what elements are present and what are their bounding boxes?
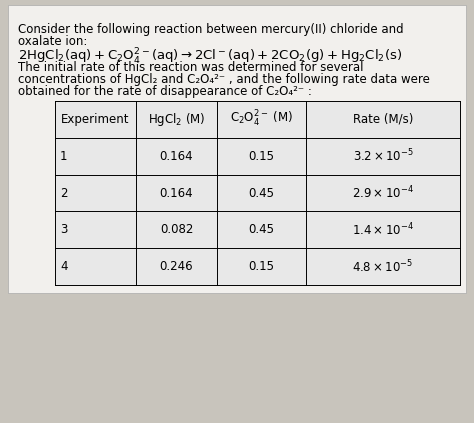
Text: 0.45: 0.45 bbox=[248, 223, 274, 236]
Text: $\mathregular{2.9 \times 10^{-4}}$: $\mathregular{2.9 \times 10^{-4}}$ bbox=[352, 185, 414, 201]
Text: The initial rate of this reaction was determined for several: The initial rate of this reaction was de… bbox=[18, 61, 364, 74]
Text: 0.246: 0.246 bbox=[160, 260, 193, 273]
Bar bbox=[8, 5, 466, 293]
Text: 2: 2 bbox=[60, 187, 67, 200]
Text: 0.164: 0.164 bbox=[160, 150, 193, 163]
Text: $\mathregular{2HgCl_2(aq) + C_2O_4^{2-}(aq) \rightarrow 2Cl^-(aq) + 2CO_2(g) + H: $\mathregular{2HgCl_2(aq) + C_2O_4^{2-}(… bbox=[18, 47, 402, 67]
Text: 1: 1 bbox=[60, 150, 67, 163]
Text: 0.164: 0.164 bbox=[160, 187, 193, 200]
Text: 0.45: 0.45 bbox=[248, 187, 274, 200]
Text: Consider the following reaction between mercury(II) chloride and: Consider the following reaction between … bbox=[18, 23, 404, 36]
Text: 3: 3 bbox=[60, 223, 67, 236]
Text: 0.082: 0.082 bbox=[160, 223, 193, 236]
Text: 0.15: 0.15 bbox=[248, 150, 274, 163]
Text: $\mathregular{C_2O_4^{2-}}$ (M): $\mathregular{C_2O_4^{2-}}$ (M) bbox=[230, 110, 293, 129]
Text: 0.15: 0.15 bbox=[248, 260, 274, 273]
Text: $\mathregular{HgCl_2}$ (M): $\mathregular{HgCl_2}$ (M) bbox=[148, 111, 205, 128]
Text: concentrations of HgCl₂ and C₂O₄²⁻ , and the following rate data were: concentrations of HgCl₂ and C₂O₄²⁻ , and… bbox=[18, 73, 430, 86]
Text: oxalate ion:: oxalate ion: bbox=[18, 35, 87, 48]
Bar bbox=[55, 101, 460, 285]
Text: Experiment: Experiment bbox=[61, 113, 130, 126]
Text: $\mathregular{1.4 \times 10^{-4}}$: $\mathregular{1.4 \times 10^{-4}}$ bbox=[352, 222, 414, 238]
Text: Rate (M/s): Rate (M/s) bbox=[353, 113, 413, 126]
Text: $\mathregular{3.2 \times 10^{-5}}$: $\mathregular{3.2 \times 10^{-5}}$ bbox=[353, 148, 413, 165]
Text: 4: 4 bbox=[60, 260, 67, 273]
Text: obtained for the rate of disappearance of C₂O₄²⁻ :: obtained for the rate of disappearance o… bbox=[18, 85, 312, 98]
Text: $\mathregular{4.8 \times 10^{-5}}$: $\mathregular{4.8 \times 10^{-5}}$ bbox=[353, 258, 414, 275]
